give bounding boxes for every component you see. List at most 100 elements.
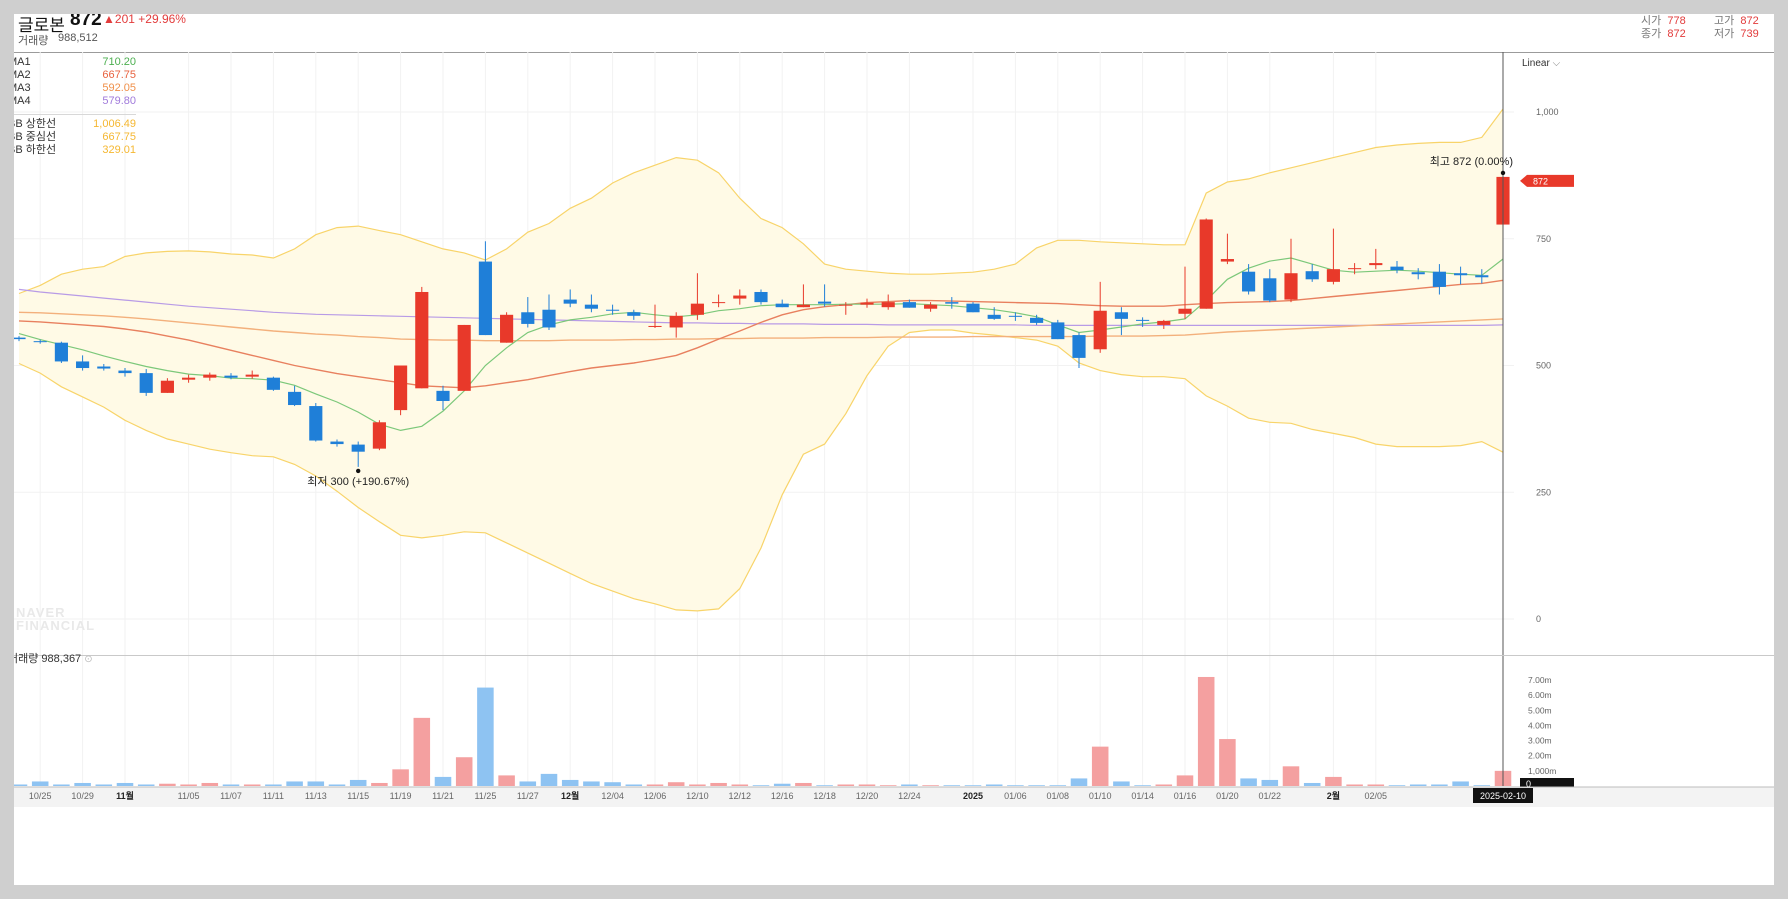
candle xyxy=(775,299,789,308)
volume-bar xyxy=(349,779,367,786)
price-tag-shape xyxy=(1520,174,1574,187)
volume-tick-label: 1,000m xyxy=(1528,766,1556,776)
volume-bar xyxy=(1155,784,1173,786)
x-tick-label: 01/10 xyxy=(1089,791,1112,801)
candle xyxy=(1199,218,1213,309)
candle xyxy=(1475,269,1489,284)
volume-bar xyxy=(201,782,219,786)
volume-bar xyxy=(985,784,1003,786)
settings-icon[interactable]: ⊙ xyxy=(84,654,93,665)
candle xyxy=(754,289,768,305)
candle-body xyxy=(1178,308,1192,314)
candle xyxy=(945,297,959,309)
candle xyxy=(118,368,132,377)
x-axis-strip xyxy=(14,787,1774,807)
volume-bar xyxy=(689,784,706,786)
volume-bar xyxy=(901,784,918,786)
candle xyxy=(33,339,47,344)
low-price: 저가 739 xyxy=(1714,28,1759,40)
volume-bar xyxy=(222,784,240,786)
candle-body xyxy=(860,302,874,305)
candle-body xyxy=(584,304,598,309)
volume-bar xyxy=(1176,775,1194,786)
legend-ma2[interactable]: MA2667.75 xyxy=(14,69,136,81)
volume-bar xyxy=(1452,781,1469,786)
volume-bar xyxy=(392,769,409,786)
candle xyxy=(902,299,916,308)
legend-ma1[interactable]: MA1710.20 xyxy=(14,56,136,68)
candle-body xyxy=(1199,219,1213,309)
candle xyxy=(648,304,662,328)
volume-bar xyxy=(519,781,537,786)
price-chart[interactable]: 0 250 500 750 1,000 최고 872 (0.00%) 최저 300 (+19… xyxy=(14,52,1774,656)
x-tick-label: 12월 xyxy=(561,790,579,801)
y-tick-label: 250 xyxy=(1536,487,1551,497)
x-tick-label: 11/19 xyxy=(390,791,412,801)
volume-tick-label: 2.00m xyxy=(1528,751,1552,761)
candle-body xyxy=(203,374,217,378)
candle-body xyxy=(542,309,556,328)
candle-body xyxy=(1369,263,1383,266)
candle-body xyxy=(1432,271,1446,287)
bb-upper-line xyxy=(18,108,1504,295)
candle-body xyxy=(309,406,323,441)
legend-ma3[interactable]: MA3592.05 xyxy=(14,82,136,94)
candle-body xyxy=(224,375,238,378)
scale-mode-toggle[interactable]: Linear ⌵ xyxy=(1522,58,1561,69)
candle-body xyxy=(902,302,916,308)
ma3-line xyxy=(18,311,1504,342)
volume-bar xyxy=(1028,785,1045,786)
x-tick-label: 01/16 xyxy=(1174,791,1197,801)
candle xyxy=(606,304,620,315)
volume-bar xyxy=(773,783,791,786)
candle xyxy=(1178,266,1192,319)
candle xyxy=(987,307,1001,320)
candle xyxy=(563,289,577,308)
volume-panel-label: 거래량 988,367 ⊙ xyxy=(14,653,93,665)
candle-body xyxy=(1093,310,1107,350)
x-tick-label: 12/10 xyxy=(686,791,709,801)
volume-bar xyxy=(943,785,961,786)
candle-body xyxy=(372,422,386,449)
candle-body xyxy=(436,390,450,401)
candle-body xyxy=(627,312,641,316)
candle-body xyxy=(1008,315,1022,317)
candle-body xyxy=(1454,273,1468,276)
candle-body xyxy=(1242,271,1256,292)
candle-body xyxy=(14,337,26,340)
volume-bar xyxy=(137,784,155,786)
volume-chart[interactable]: 1,000m2.00m3.00m4.00m5.00m6.00m7.00m010/… xyxy=(14,656,1774,885)
x-tick-label: 10/29 xyxy=(71,791,94,801)
x-tick-label: 2월 xyxy=(1327,790,1340,801)
candle-body xyxy=(648,325,662,327)
candle-body xyxy=(1411,272,1425,275)
candle-body xyxy=(1305,271,1319,280)
candle xyxy=(1220,233,1234,265)
candle-body xyxy=(945,302,959,304)
candle-body xyxy=(245,374,259,377)
candle xyxy=(818,284,832,307)
change-percent: +29.96% xyxy=(138,14,186,26)
volume-tick-label: 4.00m xyxy=(1528,720,1552,730)
candle xyxy=(139,369,153,396)
y-tick-label: 0 xyxy=(1536,614,1541,624)
volume-bar xyxy=(1134,785,1151,786)
volume-bar xyxy=(710,782,727,786)
volume-bar xyxy=(180,784,197,786)
date-tag-shape xyxy=(1473,788,1533,803)
volume-bar xyxy=(159,783,176,786)
candle-body xyxy=(754,291,768,303)
volume-bar xyxy=(1282,766,1300,786)
high-price: 고가 872 xyxy=(1714,15,1759,27)
ma4-line xyxy=(18,288,1504,326)
x-tick-label: 02/05 xyxy=(1365,791,1388,801)
volume-bar xyxy=(413,717,431,786)
ma1-line xyxy=(18,257,1504,432)
legend-ma4[interactable]: MA4579.80 xyxy=(14,95,136,107)
volume-bar xyxy=(371,782,388,786)
candle xyxy=(1284,238,1298,303)
candle-body xyxy=(669,315,683,328)
